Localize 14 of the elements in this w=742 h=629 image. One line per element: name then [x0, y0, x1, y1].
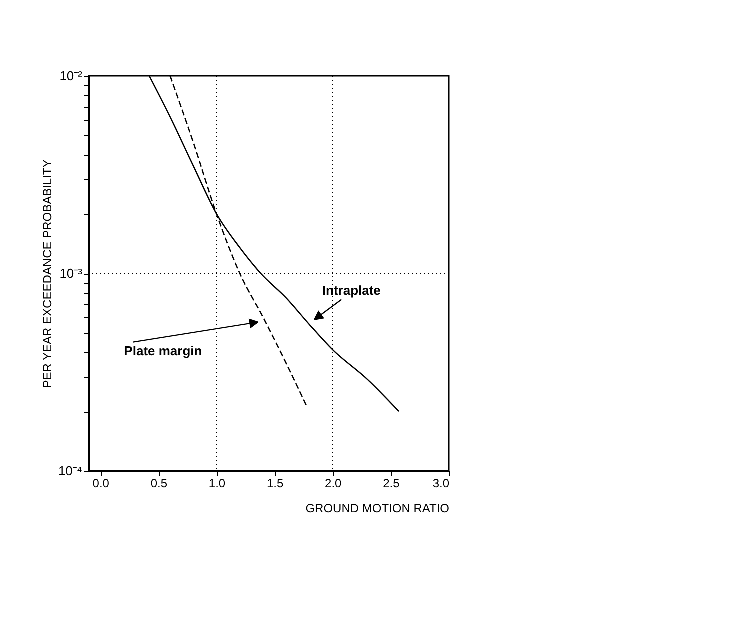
- text: Intraplate: [322, 282, 381, 298]
- x-tick-label: 2.5: [383, 476, 400, 490]
- text: Plate margin: [124, 343, 202, 358]
- x-axis-title: GROUND MOTION RATIO: [306, 502, 450, 516]
- x-tick-label: 2.0: [325, 476, 342, 490]
- x-tick-label: 0.5: [150, 476, 168, 490]
- x-tick-label: 1.5: [266, 476, 284, 490]
- y-tick-label: 10⁻³: [60, 266, 84, 281]
- y-axis-title: PER YEAR EXCEEDANCE PROBABILITY: [40, 160, 54, 388]
- x-tick-label: 0.0: [92, 476, 110, 490]
- x-tick-label: 1.0: [208, 476, 226, 490]
- y-tick-label: 10⁻⁴: [58, 464, 82, 478]
- x-tick-label: 3.0: [432, 476, 450, 490]
- y-tick-label: 10⁻²: [60, 68, 84, 84]
